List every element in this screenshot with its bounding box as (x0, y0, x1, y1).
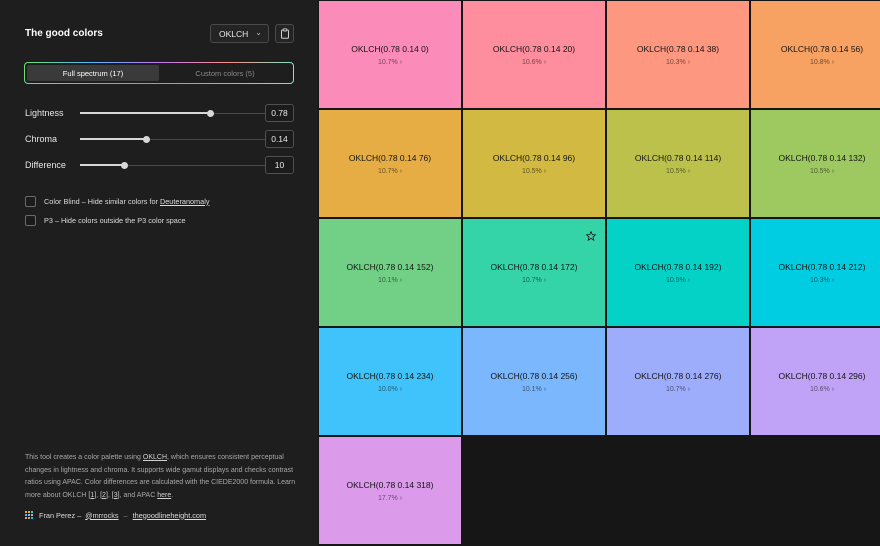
color-swatch[interactable]: OKLCH(0.78 0.14 96) 10.5% › (463, 110, 605, 217)
color-swatch[interactable]: OKLCH(0.78 0.14 256) 10.1% › (463, 328, 605, 435)
website-link[interactable]: thegoodlineheight.com (132, 510, 207, 520)
swatch-contrast-link[interactable]: 10.7% › (665, 385, 691, 393)
lightness-slider-row: Lightness 0.78 (25, 104, 295, 124)
swatch-contrast-link[interactable]: 10.1% › (521, 385, 547, 393)
swatch-contrast-link[interactable]: 10.6% › (521, 58, 547, 66)
swatch-color-value: OKLCH(0.78 0.14 152) (346, 261, 434, 272)
lightness-slider[interactable] (80, 109, 275, 117)
color-swatch[interactable]: OKLCH(0.78 0.14 152) 10.1% › (319, 219, 461, 326)
copy-button[interactable] (275, 24, 294, 43)
chroma-slider-thumb[interactable] (142, 135, 150, 143)
color-format-select[interactable]: OKLCH ⌄ (210, 24, 269, 43)
color-swatch[interactable]: OKLCH(0.78 0.14 0) 10.7% › (319, 1, 461, 108)
chevron-down-icon: ⌄ (255, 28, 262, 37)
chroma-slider[interactable] (80, 135, 275, 143)
spectrum-tabs: Full spectrum (17) Custom colors (5) (24, 62, 294, 84)
swatch-color-value: OKLCH(0.78 0.14 56) (780, 43, 864, 54)
swatch-contrast-link[interactable]: 10.5% › (665, 276, 691, 284)
color-format-value: OKLCH (219, 28, 249, 39)
p3-checkbox[interactable] (25, 214, 36, 226)
swatch-contrast-link[interactable]: 10.8% › (809, 58, 835, 66)
color-swatch[interactable]: OKLCH(0.78 0.14 234) 10.0% › (319, 328, 461, 435)
color-swatch[interactable]: OKLCH(0.78 0.14 192) 10.5% › (607, 219, 749, 326)
swatch-contrast-link[interactable]: 10.0% › (377, 385, 403, 393)
description: This tool creates a color palette using … (25, 454, 296, 499)
chroma-slider-row: Chroma 0.14 (25, 130, 295, 150)
p3-label: P3 – Hide colors outside the P3 color sp… (44, 215, 186, 225)
deuteranomaly-select[interactable]: Deuteranomaly (159, 196, 210, 206)
color-blind-checkbox[interactable] (25, 195, 36, 207)
color-blind-label: Color Blind – Hide similar colors for (44, 196, 160, 206)
swatch-contrast-link[interactable]: 10.3% › (809, 276, 835, 284)
tab-full-spectrum[interactable]: Full spectrum (17) (27, 65, 159, 81)
color-swatch[interactable]: OKLCH(0.78 0.14 318) 17.7% › (319, 437, 461, 544)
color-swatch[interactable]: OKLCH(0.78 0.14 172) 10.7% › (463, 219, 605, 326)
apac-link[interactable]: here (157, 491, 172, 499)
swatch-color-value: OKLCH(0.78 0.14 234) (346, 370, 434, 381)
color-swatch[interactable]: OKLCH(0.78 0.14 20) 10.6% › (463, 1, 605, 108)
swatch-color-value: OKLCH(0.78 0.14 132) (778, 152, 866, 163)
swatch-color-value: OKLCH(0.78 0.14 20) (492, 43, 576, 54)
swatch-color-value: OKLCH(0.78 0.14 38) (636, 43, 720, 54)
twitter-link[interactable]: @mrrocks (85, 510, 119, 520)
swatch-color-value: OKLCH(0.78 0.14 192) (634, 261, 722, 272)
swatch-color-value: OKLCH(0.78 0.14 296) (778, 370, 866, 381)
swatch-contrast-link[interactable]: 10.5% › (665, 167, 691, 175)
lightness-slider-thumb[interactable] (207, 109, 215, 117)
swatch-color-value: OKLCH(0.78 0.14 76) (348, 152, 432, 163)
footer-separator: – (123, 510, 128, 520)
difference-label: Difference (25, 160, 66, 170)
difference-slider[interactable] (80, 161, 275, 169)
lightness-input[interactable]: 0.78 (265, 104, 294, 122)
swatch-color-value: OKLCH(0.78 0.14 276) (634, 370, 722, 381)
difference-slider-row: Difference 10 (25, 156, 295, 176)
footer: Fran Perez – @mrrocks – thegoodlineheigh… (25, 509, 206, 521)
color-swatch-grid: OKLCH(0.78 0.14 0) 10.7% › OKLCH(0.78 0.14… (318, 0, 880, 546)
difference-input[interactable]: 10 (265, 156, 294, 174)
swatch-contrast-link[interactable]: 10.7% › (377, 167, 403, 175)
p3-option: P3 – Hide colors outside the P3 color sp… (25, 214, 186, 226)
color-swatch[interactable]: OKLCH(0.78 0.14 296) 10.6% › (751, 328, 880, 435)
reference-link-3[interactable]: [3] (111, 491, 120, 499)
color-swatch[interactable]: OKLCH(0.78 0.14 56) 10.8% › (751, 1, 880, 108)
swatch-contrast-link[interactable]: 10.7% › (377, 58, 403, 66)
swatch-color-value: OKLCH(0.78 0.14 256) (490, 370, 578, 381)
chroma-label: Chroma (25, 134, 58, 144)
author-name: Fran Perez – (39, 510, 82, 520)
color-swatch[interactable]: OKLCH(0.78 0.14 38) 10.3% › (607, 1, 749, 108)
color-swatch[interactable]: OKLCH(0.78 0.14 114) 10.5% › (607, 110, 749, 217)
color-swatch[interactable]: OKLCH(0.78 0.14 276) 10.7% › (607, 328, 749, 435)
sidebar: The good colors OKLCH ⌄ Full spectrum (1… (0, 0, 318, 546)
swatch-color-value: OKLCH(0.78 0.14 212) (778, 261, 866, 272)
difference-slider-thumb[interactable] (121, 161, 129, 169)
swatch-color-value: OKLCH(0.78 0.14 114) (634, 152, 722, 163)
reference-link-2[interactable]: [2] (100, 491, 108, 499)
swatch-contrast-link[interactable]: 10.1% › (377, 276, 403, 284)
swatch-color-value: OKLCH(0.78 0.14 0) (351, 43, 429, 54)
tab-custom-colors[interactable]: Custom colors (5) (195, 68, 255, 78)
swatch-color-value: OKLCH(0.78 0.14 96) (492, 152, 576, 163)
reference-link-1[interactable]: [1] (88, 491, 97, 499)
clipboard-icon (280, 28, 289, 39)
swatch-color-value: OKLCH(0.78 0.14 318) (346, 479, 434, 490)
color-swatch[interactable]: OKLCH(0.78 0.14 132) 10.5% › (751, 110, 880, 217)
chroma-input[interactable]: 0.14 (265, 130, 294, 148)
star-icon[interactable] (585, 228, 597, 246)
lightness-label: Lightness (25, 108, 64, 118)
swatch-contrast-link[interactable]: 10.5% › (809, 167, 835, 175)
color-swatch[interactable]: OKLCH(0.78 0.14 212) 10.3% › (751, 219, 880, 326)
grid-logo-icon (25, 511, 33, 519)
swatch-contrast-link[interactable]: 10.5% › (521, 167, 547, 175)
swatch-contrast-link[interactable]: 17.7% › (377, 494, 403, 502)
app-title: The good colors (25, 28, 103, 39)
color-swatch[interactable]: OKLCH(0.78 0.14 76) 10.7% › (319, 110, 461, 217)
swatch-contrast-link[interactable]: 10.7% › (521, 276, 547, 284)
oklch-link[interactable]: OKLCH (142, 454, 168, 461)
swatch-color-value: OKLCH(0.78 0.14 172) (490, 261, 578, 272)
color-blind-option: Color Blind – Hide similar colors for De… (25, 195, 209, 207)
swatch-contrast-link[interactable]: 10.3% › (665, 58, 691, 66)
swatch-contrast-link[interactable]: 10.6% › (809, 385, 835, 393)
